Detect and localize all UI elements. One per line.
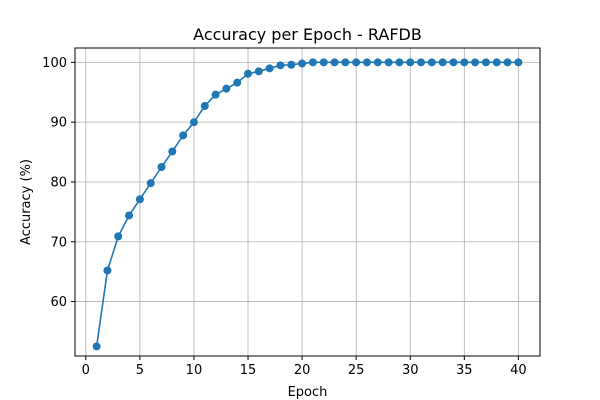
data-point [352, 58, 361, 67]
x-axis-label: Epoch [288, 385, 328, 400]
data-point [449, 58, 458, 67]
data-point [265, 64, 274, 73]
data-point [514, 58, 523, 67]
data-point [298, 59, 307, 68]
data-point [460, 58, 469, 67]
y-tick-label: 60 [50, 295, 67, 310]
data-point [373, 58, 382, 67]
x-tick-label: 40 [510, 363, 527, 378]
y-tick-label: 70 [50, 235, 67, 250]
data-point [427, 58, 436, 67]
data-point [384, 58, 393, 67]
data-point [417, 58, 426, 67]
x-tick-label: 0 [82, 363, 90, 378]
plot-area-frame [74, 47, 541, 357]
y-tick-label: 80 [50, 175, 67, 190]
x-tick-label: 25 [348, 363, 365, 378]
x-tick-label: 20 [294, 363, 311, 378]
data-point [135, 195, 144, 204]
data-point [362, 58, 371, 67]
data-point [222, 84, 231, 93]
x-tick-label: 5 [136, 363, 144, 378]
data-point [406, 58, 415, 67]
data-point [330, 58, 339, 67]
data-point [114, 232, 123, 241]
data-point [395, 58, 404, 67]
y-tick-label: 90 [50, 116, 67, 131]
data-point [341, 58, 350, 67]
data-point [244, 69, 253, 78]
data-point [157, 163, 166, 172]
data-point [189, 118, 198, 127]
chart-title: Accuracy per Epoch - RAFDB [193, 25, 422, 44]
data-point [103, 266, 112, 275]
x-tick-label: 10 [186, 363, 203, 378]
x-tick-label: 15 [240, 363, 257, 378]
data-point [125, 211, 134, 220]
data-point [438, 58, 447, 67]
data-point [179, 131, 188, 140]
y-tick-label: 100 [42, 56, 67, 71]
data-point [308, 58, 317, 67]
y-axis-label: Accuracy (%) [19, 159, 34, 245]
data-point [168, 147, 177, 156]
axis-ticks: 0 5 10 15 20 25 30 35 40 60 70 80 90 100 [42, 56, 526, 378]
data-point [287, 60, 296, 69]
data-series [92, 58, 523, 351]
data-point [211, 90, 220, 99]
data-point [319, 58, 328, 67]
data-point [146, 179, 155, 188]
series-line [95, 61, 519, 347]
data-point [471, 58, 480, 67]
data-point [254, 67, 263, 76]
x-tick-label: 35 [456, 363, 473, 378]
data-point [481, 58, 490, 67]
data-point [276, 61, 285, 70]
data-point [492, 58, 501, 67]
data-point [200, 102, 209, 111]
x-tick-label: 30 [402, 363, 419, 378]
data-point [503, 58, 512, 67]
data-point [233, 78, 242, 87]
data-point [92, 342, 101, 351]
